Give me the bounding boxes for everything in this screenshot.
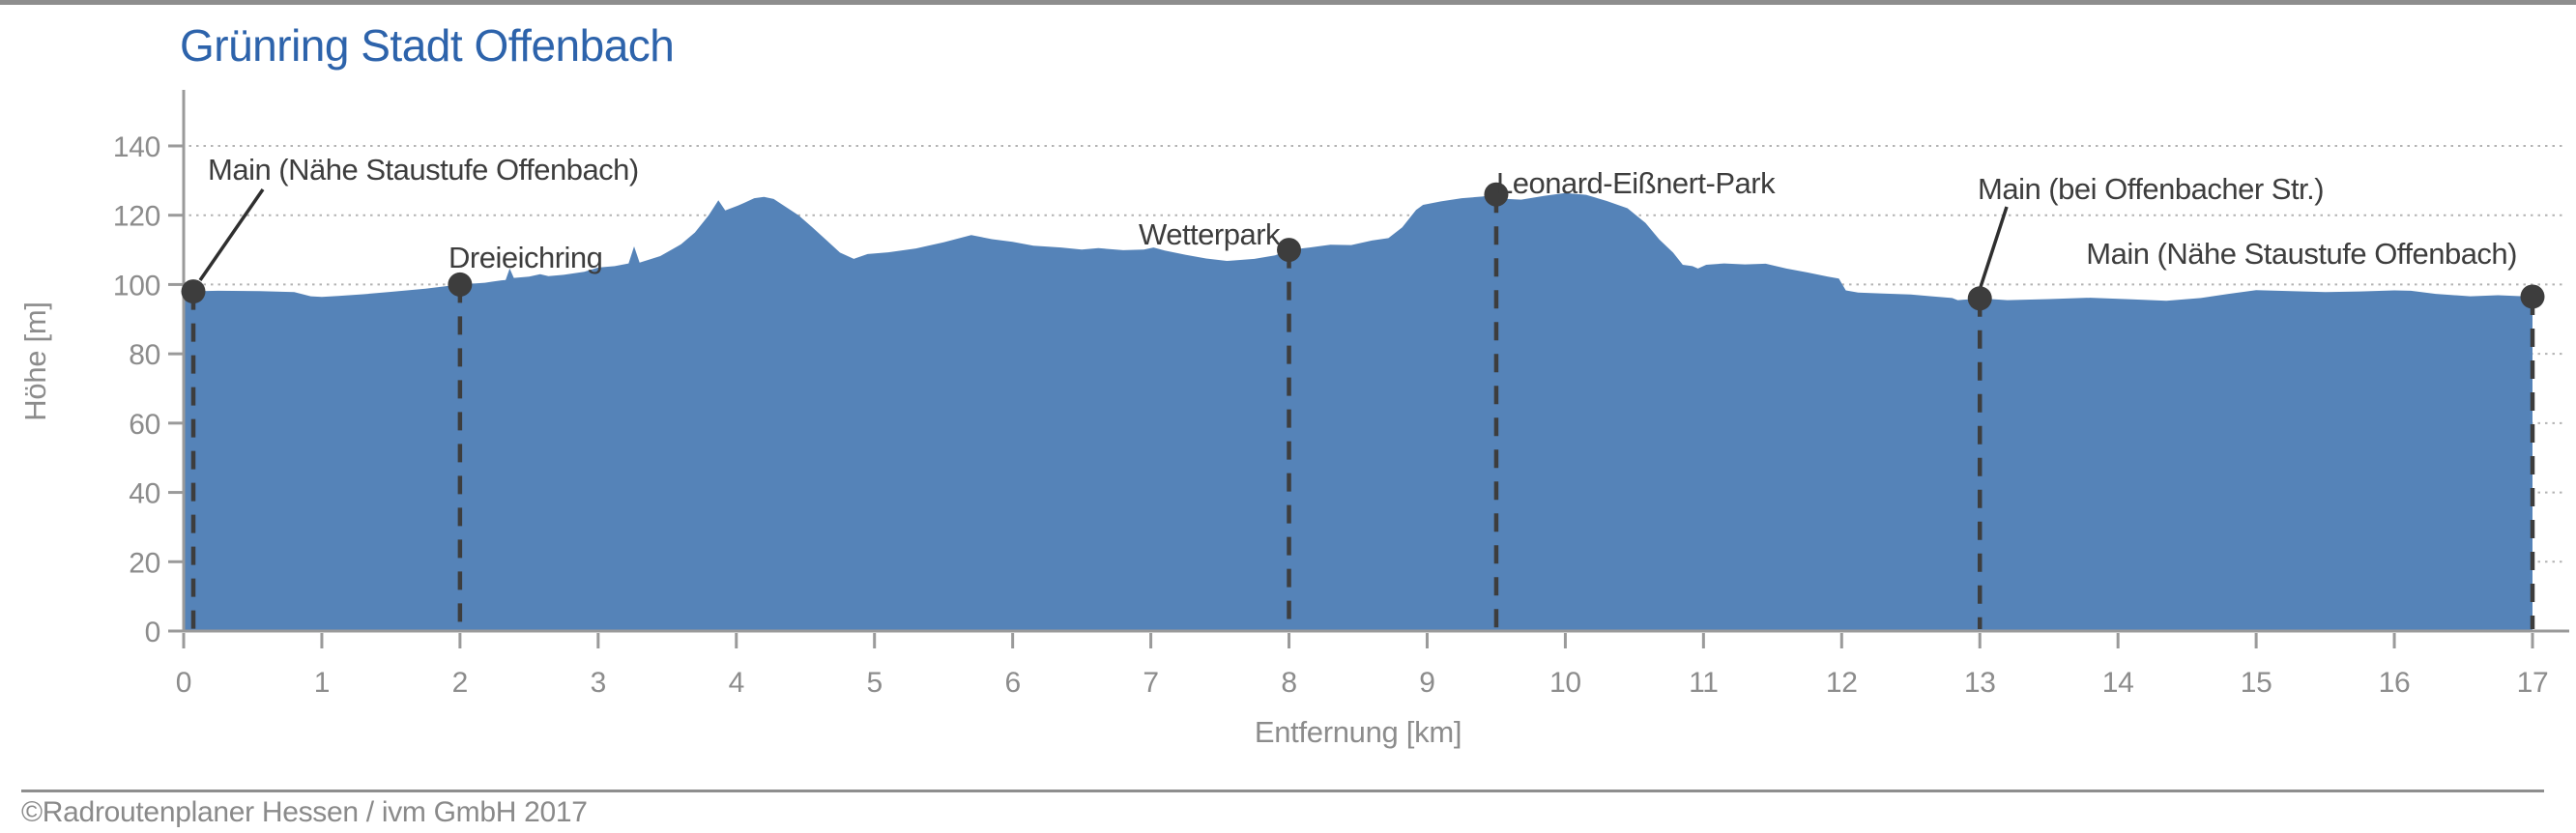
x-tick-label-0: 0 [176, 667, 191, 699]
footer-divider [21, 790, 2544, 792]
annotation-label-4: Main (bei Offenbacher Str.) [1978, 172, 2324, 206]
marker-dot-0 [181, 279, 206, 304]
marker-dot-1 [448, 272, 473, 297]
annotation-label-2: Wetterpark [1139, 217, 1281, 251]
x-tick-label-1: 1 [314, 667, 330, 699]
y-tick-label-140: 140 [113, 131, 160, 163]
marker-dot-2 [1277, 238, 1302, 263]
y-tick-label-60: 60 [129, 409, 160, 441]
footer-credit: ©Radroutenplaner Hessen / ivm GmbH 2017 [21, 796, 588, 828]
annotation-label-1: Dreieichring [449, 241, 602, 274]
x-tick-label-9: 9 [1419, 667, 1434, 699]
x-tick-label-10: 10 [1549, 667, 1581, 699]
top-border-bar [0, 0, 2576, 5]
x-tick-label-2: 2 [452, 667, 468, 699]
marker-dot-5 [2520, 284, 2545, 309]
annotation-label-3: Leonard-Eißnert-Park [1496, 166, 1776, 200]
y-tick-label-20: 20 [129, 547, 160, 579]
annotation-label-0: Main (Nähe Staustufe Offenbach) [208, 153, 639, 187]
y-tick-label-120: 120 [113, 201, 160, 233]
x-tick-label-4: 4 [729, 667, 744, 699]
y-tick-label-80: 80 [129, 339, 160, 371]
x-tick-label-15: 15 [2241, 667, 2272, 699]
x-tick-label-8: 8 [1281, 667, 1296, 699]
elevation-area [184, 192, 2533, 632]
annotation-leader-line-0 [198, 188, 265, 281]
x-tick-label-12: 12 [1826, 667, 1858, 699]
marker-dot-3 [1484, 182, 1509, 207]
x-tick-label-11: 11 [1689, 667, 1719, 699]
y-tick-label-40: 40 [129, 478, 160, 510]
x-tick-label-13: 13 [1964, 667, 1996, 699]
x-tick-label-6: 6 [1004, 667, 1020, 699]
y-axis-title: Höhe [m] [18, 302, 52, 420]
y-tick-label-100: 100 [113, 270, 160, 302]
x-tick-label-16: 16 [2379, 667, 2411, 699]
marker-dot-4 [1967, 286, 1992, 311]
y-tick-label-0: 0 [145, 617, 160, 648]
x-tick-label-17: 17 [2517, 667, 2549, 699]
x-tick-label-5: 5 [867, 667, 883, 699]
x-tick-label-7: 7 [1143, 667, 1158, 699]
annotation-leader-line-4 [1979, 206, 2009, 288]
x-tick-label-14: 14 [2102, 667, 2134, 699]
annotation-label-5: Main (Nähe Staustufe Offenbach) [2086, 237, 2517, 271]
chart-title: Grünring Stadt Offenbach [180, 20, 675, 71]
x-axis-title: Entfernung [km] [1255, 715, 1462, 749]
x-tick-label-3: 3 [591, 667, 606, 699]
